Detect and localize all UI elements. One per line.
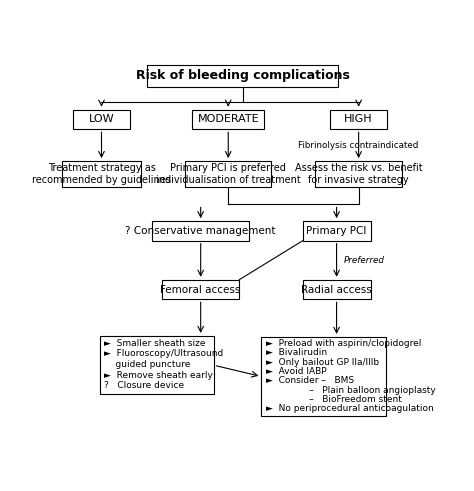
FancyBboxPatch shape — [261, 337, 386, 416]
FancyBboxPatch shape — [152, 221, 249, 241]
Text: MODERATE: MODERATE — [197, 114, 259, 124]
Text: guided puncture: guided puncture — [104, 360, 191, 369]
Text: –   BioFreedom stent: – BioFreedom stent — [266, 395, 401, 404]
FancyBboxPatch shape — [73, 109, 130, 129]
FancyBboxPatch shape — [302, 221, 371, 241]
FancyBboxPatch shape — [100, 336, 213, 394]
Text: Preferred: Preferred — [344, 256, 385, 265]
FancyBboxPatch shape — [302, 280, 371, 300]
Text: LOW: LOW — [89, 114, 114, 124]
Text: Assess the risk vs. benefit
for invasive strategy: Assess the risk vs. benefit for invasive… — [295, 164, 422, 185]
Text: ►  Fluoroscopy/Ultrasound: ► Fluoroscopy/Ultrasound — [104, 350, 223, 358]
Text: Primary PCI: Primary PCI — [306, 226, 367, 236]
Text: HIGH: HIGH — [344, 114, 373, 124]
Text: ►  Preload with aspirin/clopidogrel: ► Preload with aspirin/clopidogrel — [266, 339, 421, 348]
Text: Risk of bleeding complications: Risk of bleeding complications — [136, 69, 350, 82]
Text: ►  Consider –   BMS: ► Consider – BMS — [266, 376, 354, 385]
Text: Fibrinolysis contraindicated: Fibrinolysis contraindicated — [299, 140, 419, 150]
Text: ►  Only bailout GP IIa/IIIb: ► Only bailout GP IIa/IIIb — [266, 357, 379, 366]
Text: Femoral access: Femoral access — [161, 285, 241, 295]
Text: ►  No periprocedural anticoagulation: ► No periprocedural anticoagulation — [266, 404, 433, 413]
Text: Radial access: Radial access — [301, 285, 372, 295]
FancyBboxPatch shape — [330, 109, 387, 129]
FancyBboxPatch shape — [147, 65, 338, 87]
Text: –   Plain balloon angioplasty: – Plain balloon angioplasty — [266, 385, 436, 395]
Text: Primary PCI is preferred
individualisation of treatment: Primary PCI is preferred individualisati… — [156, 164, 301, 185]
FancyBboxPatch shape — [162, 280, 239, 300]
FancyBboxPatch shape — [185, 161, 272, 188]
FancyBboxPatch shape — [192, 109, 264, 129]
FancyBboxPatch shape — [316, 161, 402, 188]
Text: ? Conservative management: ? Conservative management — [126, 226, 276, 236]
Text: Treatment strategy as
recommended by guidelines: Treatment strategy as recommended by gui… — [32, 164, 171, 185]
Text: ►  Avoid IABP: ► Avoid IABP — [266, 367, 326, 376]
Text: ?   Closure device: ? Closure device — [104, 382, 184, 390]
Text: ►  Remove sheath early: ► Remove sheath early — [104, 371, 213, 380]
FancyBboxPatch shape — [62, 161, 141, 188]
Text: ►  Bivalirudin: ► Bivalirudin — [266, 348, 327, 357]
Text: ►  Smaller sheath size: ► Smaller sheath size — [104, 339, 206, 348]
